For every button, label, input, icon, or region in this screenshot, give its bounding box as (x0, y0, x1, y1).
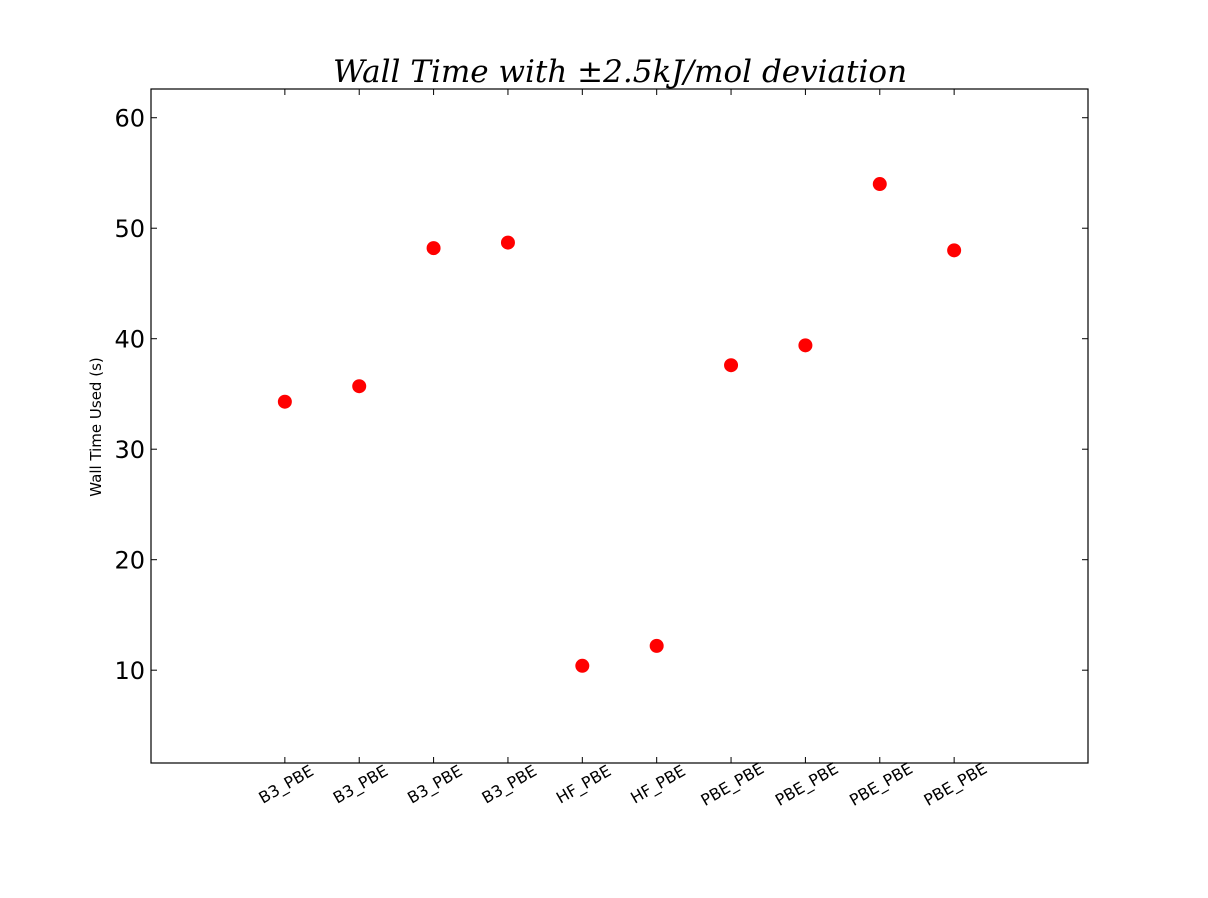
y-tick-label: 50 (114, 215, 145, 243)
x-tick-label: B3_PBE (479, 761, 541, 808)
x-tick-label: HF_PBE (627, 761, 689, 808)
data-point (649, 638, 664, 653)
data-point (947, 243, 962, 258)
y-tick-label: 40 (114, 326, 145, 354)
data-point (352, 379, 367, 394)
data-point (872, 177, 887, 192)
x-tick-label: PBE_PBE (697, 759, 767, 811)
y-axis-label: Wall Time Used (s) (87, 357, 105, 496)
data-points (277, 177, 962, 673)
y-tick-label: 20 (114, 547, 145, 575)
data-point (500, 235, 515, 250)
data-point (798, 338, 813, 353)
data-point (277, 394, 292, 409)
data-point (575, 658, 590, 673)
data-point (724, 358, 739, 373)
x-tick-label: HF_PBE (553, 761, 615, 808)
x-tick-label: PBE_PBE (921, 759, 991, 811)
x-tick-label: B3_PBE (404, 761, 466, 808)
x-tick-label: B3_PBE (255, 761, 317, 808)
x-tick-label: PBE_PBE (772, 759, 842, 811)
y-tick-label: 60 (114, 105, 145, 133)
data-point (426, 241, 441, 256)
x-tick-label: B3_PBE (330, 761, 392, 808)
y-tick-label: 30 (114, 436, 145, 464)
plot-area (150, 88, 1089, 764)
y-tick-label: 10 (114, 657, 145, 685)
x-tick-label: PBE_PBE (846, 759, 916, 811)
chart-title: Wall Time with ±2.5kJ/mol deviation (333, 54, 907, 90)
y-axis: 10 20 30 40 50 60 (114, 105, 1088, 685)
